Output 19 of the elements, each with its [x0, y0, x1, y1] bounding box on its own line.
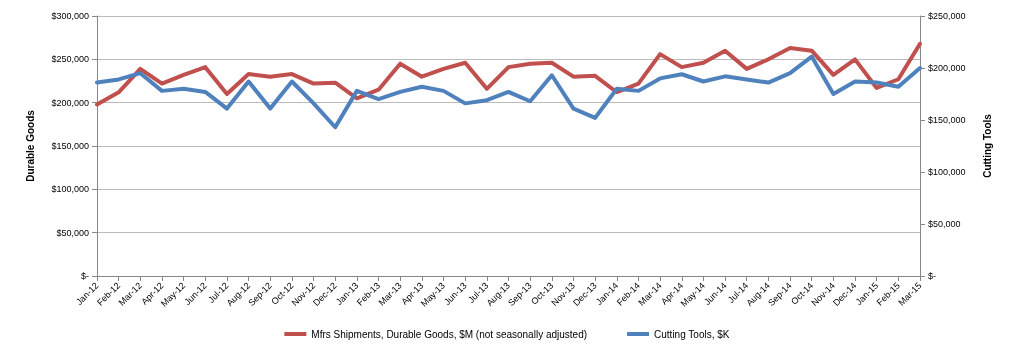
y2-axis-title: Cutting Tools: [981, 113, 993, 178]
y-tick-label: $150,000: [51, 141, 89, 151]
y-tick-label: $300,000: [51, 11, 89, 21]
y-tick-label: $200,000: [51, 97, 89, 108]
y2-tick-label: $-: [928, 271, 937, 281]
y-axis-title: Durable Goods: [24, 109, 36, 182]
line-series: [95, 41, 922, 107]
y2-tick-label: $250,000: [928, 11, 966, 21]
y-tick-label: $100,000: [51, 184, 89, 195]
y2-tick-label: $50,000: [928, 219, 961, 229]
legend-label: Cutting Tools, $K: [654, 328, 730, 340]
y-tick-label: $250,000: [51, 54, 89, 65]
y2-tick-label: $100,000: [928, 167, 966, 177]
y2-tick-label: $200,000: [928, 63, 966, 73]
y-tick-label: $50,000: [56, 227, 89, 238]
y2-tick-label: $150,000: [928, 115, 966, 125]
y-tick-label: $-: [80, 271, 89, 281]
line-series: [95, 54, 922, 130]
legend-label: Mfrs Shipments, Durable Goods, $M (not seasonally adjusted): [311, 328, 588, 340]
